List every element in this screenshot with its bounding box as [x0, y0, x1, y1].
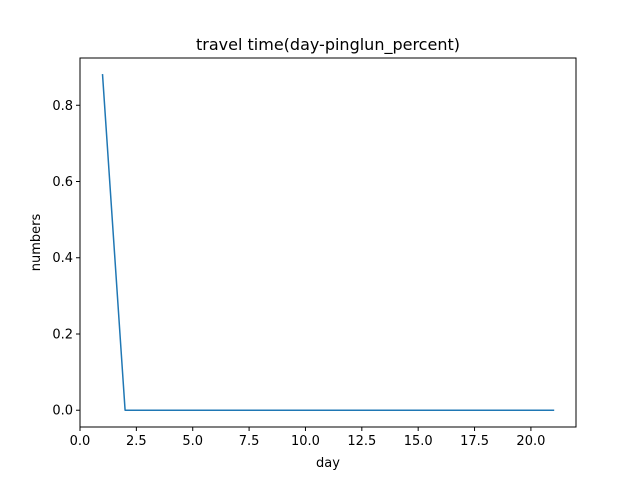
y-tick-label: 0.0	[52, 404, 73, 419]
plot-area	[101, 73, 555, 411]
x-tick-label: 5.0	[182, 434, 203, 449]
x-axis-label: day	[316, 456, 340, 471]
y-tick-label: 0.8	[52, 99, 73, 114]
plot-frame	[79, 57, 577, 428]
x-tick-label: 15.0	[404, 434, 433, 449]
y-tick-label: 0.6	[52, 175, 73, 190]
x-tick-label: 2.5	[126, 434, 147, 449]
y-axis-label: numbers	[29, 214, 44, 272]
x-tick-label: 10.0	[291, 434, 320, 449]
x-tick-label: 20.0	[516, 434, 545, 449]
chart-title: travel time(day-pinglun_percent)	[196, 35, 460, 55]
x-tick-label: 17.5	[460, 434, 489, 449]
x-tick-label: 7.5	[239, 434, 260, 449]
x-tick-label: 0.0	[70, 434, 91, 449]
x-tick-label: 12.5	[347, 434, 376, 449]
y-tick-label: 0.2	[52, 327, 73, 342]
y-axis: 0.0 0.2 0.4 0.6 0.8	[52, 99, 80, 419]
series-line	[101, 73, 555, 411]
x-axis: 0.0 2.5 5.0 7.5 10.0 12.5 15.0 17.5 20.0	[70, 427, 545, 449]
y-tick-label: 0.4	[52, 251, 73, 266]
